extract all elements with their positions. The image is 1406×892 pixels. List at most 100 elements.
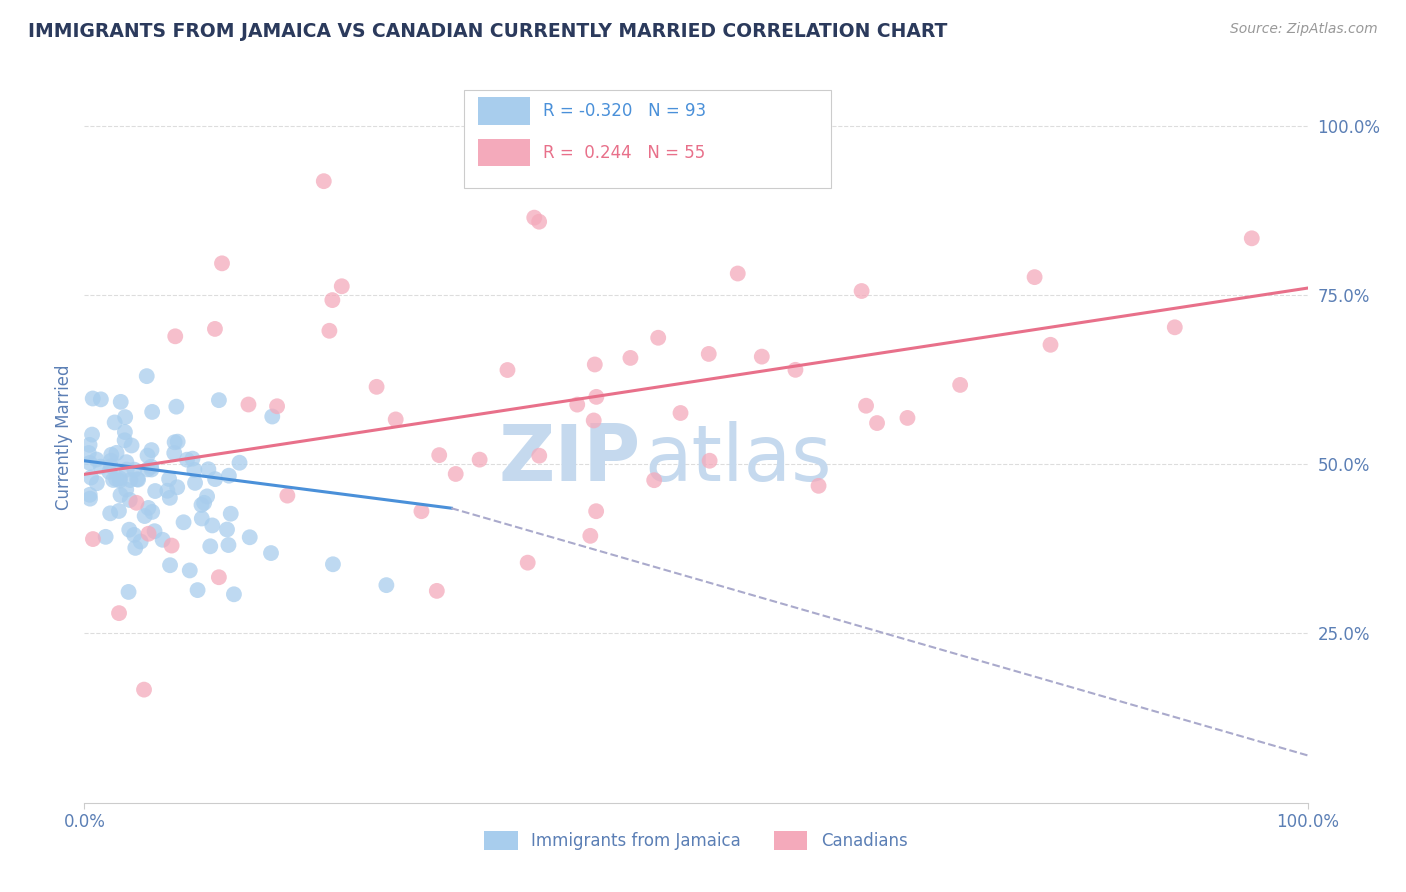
Point [1024,270,1046,285]
Point [82,392,104,406]
Text: Source: ZipAtlas.com: Source: ZipAtlas.com [1230,22,1378,37]
Point [136,462,159,476]
Point [86,476,108,491]
Point [105,446,128,460]
Point [77,446,100,460]
Point [143,524,166,539]
Point [751,350,773,364]
Point [321,293,343,307]
Point [110,488,132,502]
Point [118,523,141,537]
Point [496,363,519,377]
Text: IMMIGRANTS FROM JAMAICA VS CANADIAN CURRENTLY MARRIED CORRELATION CHART: IMMIGRANTS FROM JAMAICA VS CANADIAN CURR… [28,22,948,41]
Point [195,489,218,503]
Point [204,322,226,336]
Point [582,413,605,427]
Point [523,211,546,225]
Point [318,324,340,338]
Point [138,526,160,541]
Point [669,406,692,420]
Point [80,470,103,484]
Point [322,558,344,572]
Point [135,369,157,384]
Point [90,459,112,474]
Point [114,434,136,448]
Point [366,380,388,394]
Legend: Immigrants from Jamaica, Canadians: Immigrants from Jamaica, Canadians [478,824,914,856]
Point [785,363,807,377]
Point [94,530,117,544]
Point [98,506,121,520]
Point [117,585,139,599]
Point [384,412,406,426]
Point [1039,338,1062,352]
Point [166,480,188,494]
Point [160,539,183,553]
Point [100,459,122,474]
Point [124,463,146,477]
Point [141,505,163,519]
Point [187,583,209,598]
Point [276,489,298,503]
Point [260,546,283,560]
Point [100,448,122,462]
Point [115,483,138,497]
Point [115,455,138,469]
Point [200,539,222,553]
Point [163,435,186,450]
Point [193,496,215,510]
Point [176,452,198,467]
Point [79,438,101,452]
Point [330,279,353,293]
Point [228,456,250,470]
Point [527,215,550,229]
Point [208,393,231,408]
Point [132,682,155,697]
Point [896,411,918,425]
Point [647,331,669,345]
Point [136,449,159,463]
Point [82,532,104,546]
Point [201,518,224,533]
Point [851,284,873,298]
Point [108,474,131,488]
Point [697,347,720,361]
Point [585,504,607,518]
Text: atlas: atlas [644,421,832,497]
Point [104,416,127,430]
Point [215,523,238,537]
FancyBboxPatch shape [478,97,530,125]
Point [238,397,260,411]
Point [239,530,262,544]
Point [114,410,136,425]
Point [619,351,641,365]
Point [108,471,131,485]
Point [468,452,491,467]
Point [101,473,124,487]
Point [426,583,449,598]
Point [208,570,231,584]
Point [86,452,108,467]
Point [80,427,103,442]
Point [204,472,226,486]
Point [690,139,713,153]
Point [156,483,179,498]
Point [98,465,121,479]
Point [105,472,128,486]
Point [110,395,132,409]
Point [134,509,156,524]
Point [141,405,163,419]
Point [100,454,122,468]
Point [124,541,146,555]
Point [643,473,665,487]
Point [218,468,240,483]
Point [115,462,138,476]
Point [411,504,433,518]
Point [79,488,101,502]
Point [699,454,721,468]
Point [181,451,204,466]
Point [159,491,181,505]
Point [120,473,142,487]
Point [217,538,239,552]
Point [139,459,162,474]
